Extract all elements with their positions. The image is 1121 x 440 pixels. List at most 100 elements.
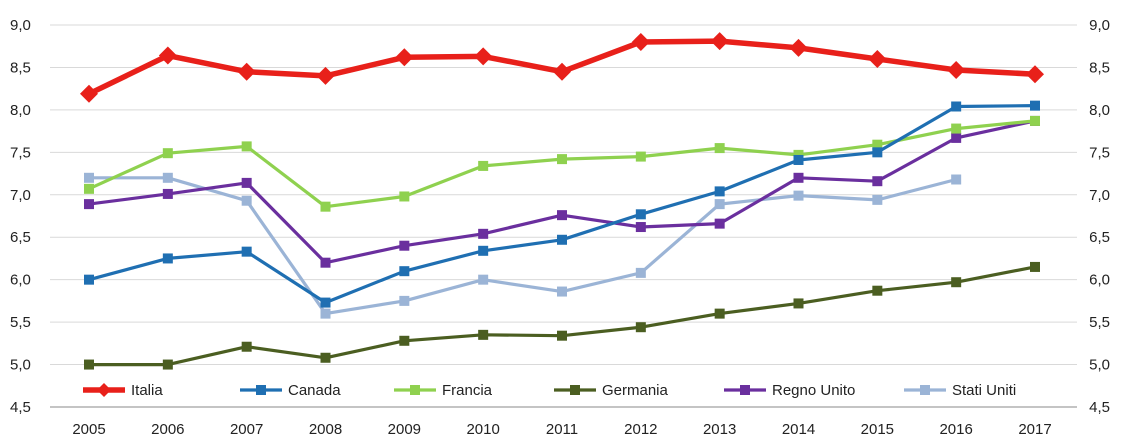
data-point-regno-unito xyxy=(557,210,567,221)
legend-label: Germania xyxy=(602,382,669,399)
data-point-canada xyxy=(478,245,489,256)
data-point-francia xyxy=(84,183,94,194)
data-point-stati-uniti xyxy=(320,308,331,319)
data-point-germania xyxy=(951,277,962,288)
data-point-canada xyxy=(872,147,883,158)
x-axis: 2005 2006 2007 2008 2009 2010 2011 2012 2013 2014… xyxy=(72,421,1051,438)
legend-item-italia: Italia xyxy=(83,382,163,399)
data-point-germania xyxy=(793,298,804,309)
data-point-germania xyxy=(714,308,725,319)
x-tick-label: 2013 xyxy=(703,421,736,438)
data-point-italia xyxy=(631,32,650,51)
data-point-stati-uniti xyxy=(478,274,489,285)
legend-swatch-marker xyxy=(740,385,750,395)
legend-label: Italia xyxy=(131,382,163,399)
series-line-germania xyxy=(89,265,1036,367)
data-point-francia xyxy=(793,149,804,160)
series-regno-unito xyxy=(84,115,1040,268)
data-point-regno-unito xyxy=(320,257,331,268)
series-lines xyxy=(80,32,1044,370)
data-point-francia xyxy=(557,154,567,165)
legend-label: Regno Unito xyxy=(772,382,855,399)
x-tick-label: 2005 xyxy=(72,421,105,438)
series-germania xyxy=(84,261,1040,370)
data-point-stati-uniti xyxy=(162,172,173,183)
x-tick-label: 2016 xyxy=(939,421,972,438)
data-point-regno-unito xyxy=(84,199,94,210)
y-tick-label-left: 5,5 xyxy=(10,314,31,331)
data-point-italia xyxy=(316,66,335,85)
data-point-regno-unito xyxy=(241,177,252,188)
x-tick-label: 2017 xyxy=(1018,421,1051,438)
data-point-italia xyxy=(80,84,98,103)
y-tick-label-right: 8,0 xyxy=(1089,102,1110,119)
data-point-germania xyxy=(241,341,252,352)
data-point-francia xyxy=(635,151,646,162)
data-point-canada xyxy=(162,253,173,264)
data-point-canada xyxy=(951,101,962,112)
data-point-regno-unito xyxy=(872,176,883,187)
data-point-francia xyxy=(714,143,725,154)
data-point-regno-unito xyxy=(714,218,725,229)
data-point-canada xyxy=(714,186,725,197)
data-point-germania xyxy=(478,329,489,340)
data-point-regno-unito xyxy=(793,172,804,183)
y-tick-label-left: 6,0 xyxy=(10,272,31,289)
data-point-regno-unito xyxy=(399,240,410,251)
data-point-stati-uniti xyxy=(951,174,962,185)
y-tick-label-left: 9,0 xyxy=(10,17,31,34)
data-point-italia xyxy=(1026,65,1044,84)
data-point-canada xyxy=(557,234,567,245)
y-tick-label-right: 7,5 xyxy=(1089,144,1110,161)
x-tick-label: 2006 xyxy=(151,421,184,438)
y-tick-label-right: 6,5 xyxy=(1089,229,1110,246)
data-point-stati-uniti xyxy=(399,295,410,306)
data-point-italia xyxy=(947,60,966,79)
data-point-stati-uniti xyxy=(241,195,252,206)
data-point-italia xyxy=(868,49,887,68)
x-tick-label: 2011 xyxy=(546,421,578,438)
legend-item-canada: Canada xyxy=(240,382,341,399)
x-tick-label: 2009 xyxy=(388,421,421,438)
data-point-canada xyxy=(84,274,94,285)
data-point-italia xyxy=(158,46,177,65)
data-point-germania xyxy=(1030,261,1040,272)
data-point-francia xyxy=(478,160,489,171)
data-point-francia xyxy=(241,141,252,152)
legend-label: Stati Uniti xyxy=(952,382,1016,399)
y-tick-label-left: 7,0 xyxy=(10,187,31,204)
data-point-regno-unito xyxy=(162,188,173,199)
data-point-regno-unito xyxy=(478,228,489,239)
data-point-francia xyxy=(1030,115,1040,126)
x-tick-label: 2007 xyxy=(230,421,263,438)
legend-swatch-marker xyxy=(97,383,111,397)
data-point-germania xyxy=(320,352,331,363)
legend-swatch-marker xyxy=(570,385,580,395)
data-point-francia xyxy=(399,191,410,202)
x-tick-label: 2010 xyxy=(466,421,499,438)
y-tick-label-right: 4,5 xyxy=(1089,399,1110,416)
data-point-germania xyxy=(399,335,410,346)
data-point-canada xyxy=(1030,100,1040,111)
x-tick-label: 2008 xyxy=(309,421,342,438)
data-point-germania xyxy=(557,330,567,341)
legend: Italia Canada Francia Germania Regno Unito St… xyxy=(83,382,1016,399)
legend-swatch-marker xyxy=(410,385,420,395)
legend-swatch-marker xyxy=(256,385,266,395)
data-point-germania xyxy=(162,359,173,370)
data-point-stati-uniti xyxy=(793,190,804,201)
data-point-italia xyxy=(474,47,493,66)
y-tick-label-right: 5,5 xyxy=(1089,314,1110,331)
y-tick-label-left: 5,0 xyxy=(10,357,31,374)
series-line-stati-uniti xyxy=(89,176,957,316)
series-line-canada xyxy=(88,104,1036,305)
data-point-canada xyxy=(635,209,646,220)
series-italia xyxy=(80,32,1044,103)
data-point-stati-uniti xyxy=(84,172,94,183)
data-point-germania xyxy=(635,322,646,333)
x-tick-label: 2012 xyxy=(624,421,657,438)
data-point-germania xyxy=(84,359,94,370)
data-point-regno-unito xyxy=(951,132,962,143)
legend-item-germania: Germania xyxy=(554,382,669,399)
